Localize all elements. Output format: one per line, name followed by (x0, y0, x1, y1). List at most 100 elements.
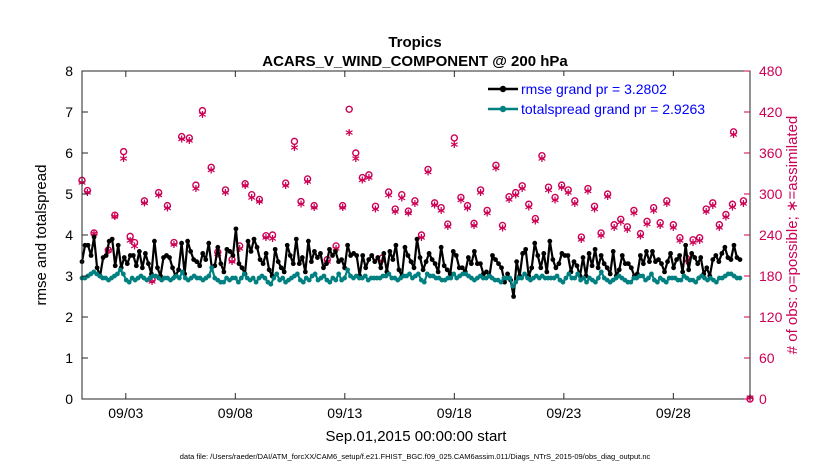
obs-assimilated-point: * (282, 179, 290, 197)
totalspread-series-point (407, 271, 412, 277)
obs-possible-point (444, 220, 452, 228)
rmse-series-point (499, 265, 504, 271)
rmse-series-point (302, 269, 308, 275)
rmse-series-point (625, 261, 631, 267)
rmse-series-point (656, 257, 661, 262)
rmse-series-point (263, 251, 269, 256)
obs-assimilated-point: * (444, 220, 452, 238)
obs-possible-point (281, 179, 290, 187)
rmse-series-point (272, 246, 278, 252)
obs-possible-point (689, 236, 697, 244)
rmse-series-point (680, 269, 686, 275)
y-right-tick-label: 180 (759, 268, 783, 284)
obs-assimilated-point: * (352, 152, 360, 170)
rmse-series-point (665, 259, 670, 265)
rmse-series-point (378, 265, 384, 271)
rmse-series-point (610, 249, 616, 254)
rmse-series-point (275, 259, 281, 265)
obs-assimilated-point: * (571, 197, 579, 215)
rmse-series-point (523, 246, 529, 252)
rmse-series-point (321, 265, 326, 271)
rmse-series-point (130, 253, 136, 258)
rmse-series-point (737, 257, 743, 262)
obs-possible-point (365, 171, 373, 179)
obs-assimilated-point: * (545, 183, 553, 201)
y-left-tick-label: 5 (65, 186, 73, 202)
obs-possible-point (170, 238, 178, 247)
rmse-series-point (239, 265, 245, 271)
rmse-series-point (293, 236, 299, 242)
y-right-tick-label: 480 (759, 63, 783, 79)
rmse-series-point (233, 226, 239, 232)
rmse-series-point (450, 249, 456, 254)
rmse-series-point (402, 244, 408, 250)
rmse-series-point (420, 267, 426, 273)
obs-possible-point (571, 197, 579, 205)
rmse-series-point (206, 240, 212, 246)
totalspread-series-point (451, 271, 457, 277)
obs-possible-point (603, 190, 612, 198)
rmse-series-point (459, 265, 465, 271)
obs-assimilated-point: * (597, 229, 605, 247)
totalspread-series-point (566, 271, 572, 277)
rmse-series-point (124, 261, 130, 267)
rmse-series-point (179, 240, 185, 246)
obs-possible-point (656, 218, 664, 227)
rmse-series-point (547, 238, 553, 244)
rmse-series-point (444, 267, 450, 273)
totalspread-series-point (345, 267, 350, 273)
legend-spread-label: totalspread grand pr = 2.9263 (521, 101, 705, 117)
rmse-series-point (85, 242, 91, 248)
rmse-series-point (677, 253, 683, 258)
obs-possible-point (430, 199, 439, 207)
totalspread-series-point (421, 279, 427, 285)
rmse-series-point (496, 261, 501, 267)
rmse-series-point (686, 267, 692, 273)
totalspread-series-point (593, 279, 598, 285)
rmse-series-point (176, 267, 181, 273)
rmse-series-point (565, 253, 571, 258)
data-file-note: data file: /Users/raeder/DAI/ATM_forcXX/… (179, 452, 651, 461)
obs-possible-point (663, 197, 671, 205)
rmse-series-point (505, 271, 510, 277)
rmse-series-point (659, 261, 664, 267)
obs-assimilated-point: * (358, 174, 366, 192)
obs-possible-point (255, 195, 264, 204)
rmse-series-point (592, 246, 598, 252)
rmse-series-point (553, 265, 559, 271)
rmse-series-point (426, 251, 432, 256)
rmse-series-point (381, 251, 387, 256)
rmse-series-point (538, 265, 544, 271)
totalspread-series-point (448, 275, 454, 281)
rmse-series-point (287, 253, 293, 258)
obs-assimilated-point: * (339, 201, 347, 219)
totalspread-series-point (206, 273, 212, 279)
obs-assimilated-point: * (214, 248, 222, 266)
obs-assimilated-point: * (477, 186, 485, 204)
obs-possible-point (457, 193, 465, 202)
rmse-series-point (94, 265, 100, 271)
obs-assimilated-point: * (345, 126, 353, 144)
rmse-series-point (447, 271, 453, 277)
rmse-series-point (245, 238, 251, 244)
rmse-series-point (215, 244, 221, 250)
obs-assimilated-point: * (650, 204, 658, 222)
rmse-series-point (330, 253, 335, 258)
obs-assimilated-point: * (178, 133, 186, 151)
obs-assimilated-point: * (120, 152, 128, 170)
rmse-series-point (580, 255, 586, 260)
obs-assimilated-point: * (236, 242, 244, 260)
obs-possible-point (154, 188, 163, 197)
x-tick-label: 09/08 (218, 405, 253, 421)
obs-possible-point (437, 203, 445, 212)
rmse-series-point (333, 249, 338, 254)
rmse-series-point (133, 263, 139, 269)
rmse-series-point (650, 249, 655, 254)
obs-assimilated-point: * (111, 210, 119, 228)
rmse-series-point (529, 265, 535, 271)
rmse-series-point (290, 261, 296, 267)
obs-assimilated-point: * (431, 198, 439, 216)
rmse-series-point (453, 253, 459, 258)
plot-area (82, 71, 750, 399)
obs-possible-point (557, 181, 566, 189)
